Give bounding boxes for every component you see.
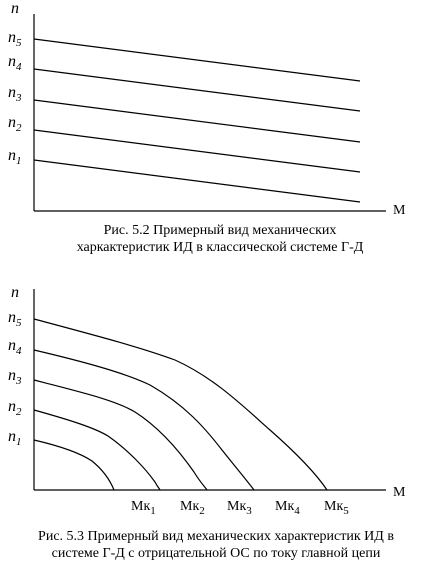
fig1-characteristic-n3 <box>33 99 361 143</box>
caption-line: Рис. 5.3 Примерный вид механических хара… <box>38 529 394 544</box>
figure-5-2: n M n5 n4 n3 n2 n1 <box>8 0 406 218</box>
fig1-characteristic-n5 <box>33 38 361 82</box>
fig2-y-axis-label: n <box>11 284 19 301</box>
fig1-speed-label-n3: n3 <box>8 84 22 104</box>
fig1-speed-label-n2: n2 <box>8 114 22 134</box>
fig2-characteristic-n3 <box>33 379 208 491</box>
figure-5-3: n M n5 n4 n3 n2 n1 Mк1 Mк2 Mк3 Mк4 Mк5 <box>8 284 406 517</box>
fig1-characteristic-n1 <box>33 159 361 203</box>
fig2-torque-label-mk5: Mк5 <box>324 499 349 517</box>
figure-5-2-caption: Рис. 5.2 Примерный вид механических харк… <box>40 222 400 256</box>
fig2-speed-label-n5: n5 <box>8 309 22 329</box>
fig2-characteristic-n5 <box>33 318 328 491</box>
fig1-speed-label-n1: n1 <box>8 147 22 167</box>
fig2-torque-label-mk3: Mк3 <box>227 499 252 517</box>
caption-line: системе Г-Д с отрицательной ОС по току г… <box>51 546 381 561</box>
fig2-torque-label-mk1: Mк1 <box>131 499 156 517</box>
fig2-characteristic-n2 <box>33 409 161 491</box>
fig1-characteristic-n4 <box>33 68 361 112</box>
fig1-speed-label-n4: n4 <box>8 53 22 73</box>
fig2-torque-label-mk2: Mк2 <box>180 499 205 517</box>
fig2-characteristic-n4 <box>33 349 255 491</box>
fig2-speed-label-n2: n2 <box>8 398 22 418</box>
fig2-characteristic-n1 <box>33 439 115 491</box>
fig1-y-axis-label: n <box>11 0 19 17</box>
fig2-x-axis-label: M <box>393 485 406 500</box>
fig2-speed-label-n4: n4 <box>8 337 22 357</box>
fig2-speed-label-n3: n3 <box>8 367 22 387</box>
fig1-x-axis-label: M <box>393 203 406 218</box>
fig2-speed-label-n1: n1 <box>8 428 22 448</box>
fig2-torque-label-mk4: Mк4 <box>275 499 300 517</box>
fig1-speed-label-n5: n5 <box>8 29 22 49</box>
fig1-characteristic-n2 <box>33 129 361 173</box>
figure-5-3-caption: Рис. 5.3 Примерный вид механических хара… <box>14 528 418 562</box>
caption-line: Рис. 5.2 Примерный вид механических <box>103 223 337 238</box>
caption-line: харкактеристик ИД в классической системе… <box>76 240 364 255</box>
